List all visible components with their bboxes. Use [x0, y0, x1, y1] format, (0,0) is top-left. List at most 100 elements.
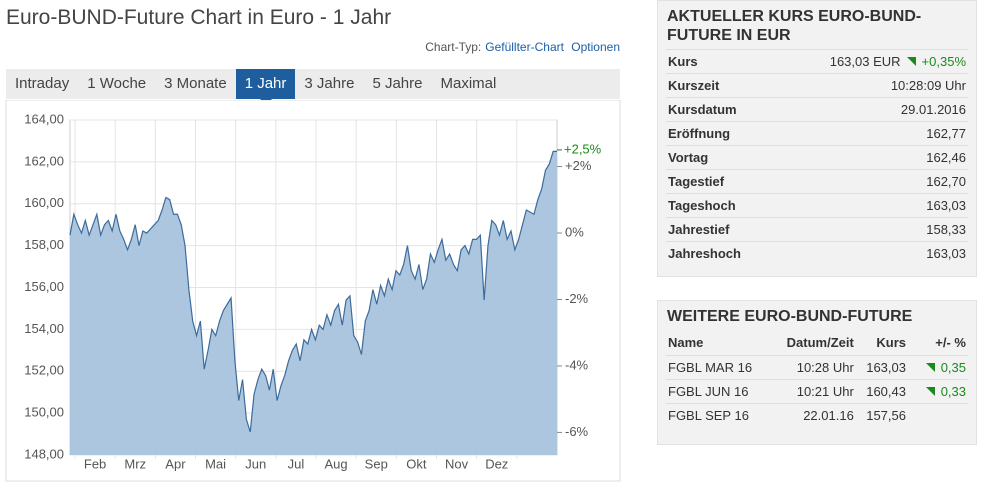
value: 162,77 [773, 121, 968, 146]
y-tick-label: 154,00 [24, 321, 64, 336]
box-title: AKTUELLER KURS EURO-BUND-FUTURE IN EUR [667, 8, 922, 44]
cell: 163,03 [855, 355, 908, 380]
label: Tageshoch [666, 193, 773, 218]
label: Kursdatum [666, 97, 773, 122]
value: 162,46 [773, 145, 968, 170]
y2-tick-label: -2% [565, 291, 589, 306]
x-tick-label: Mrz [124, 456, 146, 471]
box-title: WEITERE EURO-BUND-FUTURE [667, 308, 913, 325]
x-tick-label: Mai [205, 456, 226, 471]
label: Jahreshoch [666, 241, 773, 265]
value: 163,03 EUR +0,35% [773, 49, 968, 74]
chart-type: Chart-Typ: Gefüllter-Chart Optionen [425, 40, 620, 54]
row: Kurs 163,03 EUR +0,35% [666, 49, 968, 74]
label: Kurszeit [666, 73, 773, 98]
value: 163,03 [926, 246, 966, 261]
cell: 10:21 Uhr [770, 379, 856, 404]
row: Eröffnung 162,77 [666, 121, 968, 146]
tab[interactable]: Maximal [440, 75, 497, 92]
link[interactable]: Gefüllter-Chart [485, 40, 564, 54]
line [69, 150, 557, 433]
x-tick-label: Jun [245, 456, 266, 471]
link[interactable]: Optionen [571, 40, 620, 54]
tab[interactable]: 5 Jahre [372, 75, 423, 92]
label: Vortag [666, 145, 773, 170]
tab[interactable]: 3 Jahre [304, 75, 355, 92]
y2-tick-label: 0% [565, 224, 584, 239]
cell: FGBL JUN 16 [666, 379, 771, 404]
label: Tagestief [666, 169, 773, 194]
header: Kurs [876, 335, 906, 350]
row: Kurszeit 10:28:09 Uhr [666, 73, 968, 98]
y-tick-label: 160,00 [24, 195, 64, 210]
x-tick-label: Jul [288, 456, 305, 471]
y-tick-label: 150,00 [24, 405, 64, 420]
tab[interactable]: Intraday [15, 75, 70, 92]
cell: 22.01.16 [770, 403, 856, 427]
row: Kursdatum 29.01.2016 [666, 97, 968, 122]
x-tick-label: Sep [365, 456, 388, 471]
y2-tick-label: -4% [565, 357, 589, 372]
label: Eröffnung [666, 121, 773, 146]
x-tick-label: Nov [445, 456, 469, 471]
y2-tick-label: +2% [565, 158, 592, 173]
row: Jahrestief 158,33 [666, 217, 968, 242]
row: FGBL JUN 16 10:21 Uhr 160,43 0,33 [666, 379, 968, 404]
cell: 160,43 [855, 379, 908, 404]
y-tick-label: 148,00 [24, 446, 64, 461]
cell [907, 403, 968, 427]
y-tick-label: 152,00 [24, 363, 64, 378]
x-tick-label: Apr [165, 456, 186, 471]
row: Tagestief 162,70 [666, 169, 968, 194]
value: 162,70 [926, 174, 966, 189]
tab[interactable]: 1 Woche [87, 75, 147, 92]
label: Chart-Typ: [425, 40, 482, 54]
value: 29.01.2016 [773, 97, 968, 122]
value: 163,03 [773, 241, 968, 265]
y-tick-label: 164,00 [24, 111, 64, 126]
change: 0,33 [940, 384, 966, 399]
tab[interactable]: 1 Jahr [235, 69, 296, 105]
area [70, 151, 557, 455]
quote-table: Kurs 163,03 EUR +0,35% Kurszeit 10:28:09 Uhr… [666, 49, 968, 265]
value: 162,77 [926, 126, 966, 141]
label: Kurs [666, 49, 773, 74]
label: Jahrestief [666, 217, 773, 242]
tab[interactable]: 3 Monate [164, 75, 227, 92]
value: 163,03 [926, 198, 966, 213]
icon [906, 57, 916, 66]
row: Jahreshoch 163,03 [666, 241, 968, 265]
cell: 0,35 [907, 355, 968, 380]
cell: 0,33 [907, 379, 968, 404]
quote-box: AKTUELLER KURS EURO-BUND-FUTURE IN EUR K… [657, 0, 977, 277]
y2-tick-label: -6% [565, 424, 589, 439]
y-tick-label: 158,00 [24, 237, 64, 252]
chart: 148,00 150,00 152,00 154,00 156,00 158,00 160,… [5, 100, 621, 482]
row: Tageshoch 163,03 [666, 193, 968, 218]
header: Datum/Zeit [786, 335, 854, 350]
cell: FGBL SEP 16 [666, 403, 771, 427]
value: 162,70 [773, 169, 968, 194]
value: 10:28:09 Uhr [890, 78, 966, 93]
value: 162,46 [926, 150, 966, 165]
y-tick-label: 162,00 [24, 153, 64, 168]
x-tick-label: Feb [84, 456, 106, 471]
value: 10:28:09 Uhr [773, 73, 968, 98]
x-tick-label: Dez [485, 456, 508, 471]
icon [925, 387, 935, 396]
annotation: +2,5% [564, 141, 602, 156]
icon [925, 363, 935, 372]
more-box: WEITERE EURO-BUND-FUTURE Name Datum/Zeit K… [657, 300, 977, 445]
value: 163,03 EUR [829, 54, 901, 69]
page-title: Euro-BUND-Future Chart in Euro - 1 Jahr [6, 6, 392, 29]
value: 158,33 [926, 222, 966, 237]
x-tick-label: Okt [406, 456, 427, 471]
row: FGBL MAR 16 10:28 Uhr 163,03 0,35 [666, 355, 968, 380]
y-tick-label: 156,00 [24, 279, 64, 294]
more-table: Name Datum/Zeit Kurs +/- % FGBL MAR 16 10:28 … [666, 330, 968, 427]
x-tick-label: Aug [325, 456, 348, 471]
row: Vortag 162,46 [666, 145, 968, 170]
row: FGBL SEP 16 22.01.16 157,56 [666, 403, 968, 427]
value: 163,03 [773, 193, 968, 218]
